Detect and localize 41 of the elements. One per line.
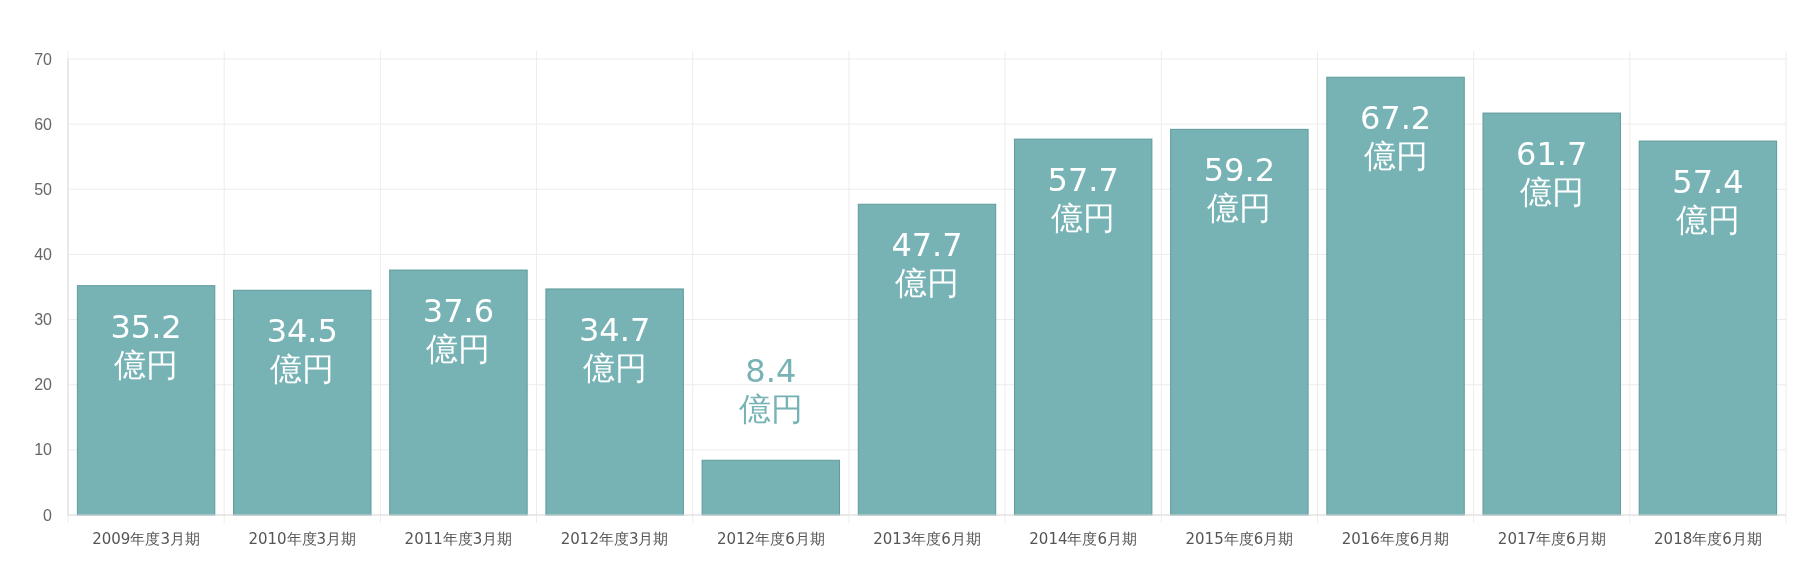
data-label: 35.2 億円 — [110, 307, 182, 384]
bar — [76, 285, 216, 516]
x-tick-label: 2013年度6月期 — [873, 530, 981, 548]
x-tick-label: 2016年度6月期 — [1341, 530, 1450, 548]
y-tick-label: 20 — [34, 376, 53, 394]
data-label: 34.5 億円 — [266, 312, 338, 389]
data-label: 61.7 億円 — [1516, 135, 1588, 212]
x-tick-label: 2012年度3月期 — [560, 530, 669, 548]
bar — [389, 269, 528, 516]
bar — [1013, 138, 1153, 516]
y-tick-label: 0 — [43, 506, 53, 524]
x-tick-label: 2018年度6月期 — [1654, 530, 1762, 548]
y-tick-label: 10 — [34, 441, 53, 459]
data-label: 59.2 億円 — [1203, 151, 1275, 228]
bar — [233, 289, 372, 516]
bar — [1482, 112, 1621, 516]
data-label: 47.7 億円 — [891, 226, 963, 303]
data-label: 57.7 億円 — [1047, 161, 1119, 238]
bar — [1170, 128, 1309, 516]
data-label: 8.4 億円 — [738, 352, 803, 429]
data-label: 37.6 億円 — [422, 292, 495, 369]
y-tick-label: 50 — [34, 180, 53, 198]
bar — [857, 203, 997, 516]
x-tick-label: 2017年度6月期 — [1497, 530, 1606, 548]
bar — [1326, 76, 1465, 516]
y-tick-label: 40 — [34, 246, 53, 264]
x-tick-label: 2015年度6月期 — [1185, 530, 1294, 548]
bar — [545, 288, 684, 516]
x-tick-label: 2012年度6月期 — [716, 530, 825, 548]
x-tick-label: 2009年度3月期 — [92, 530, 200, 548]
data-label: 34.7 億円 — [579, 310, 651, 387]
y-tick-label: 70 — [34, 50, 53, 68]
y-tick-label: 60 — [34, 115, 53, 133]
bar — [1638, 140, 1778, 516]
x-tick-label: 2011年度3月期 — [404, 530, 513, 548]
y-tick-label: 30 — [34, 311, 53, 329]
data-label: 67.2 億円 — [1359, 99, 1432, 176]
x-tick-label: 2010年度3月期 — [248, 530, 357, 548]
x-tick-label: 2014年度6月期 — [1029, 530, 1138, 548]
data-label: 57.4 億円 — [1672, 163, 1744, 240]
bar — [701, 459, 841, 516]
